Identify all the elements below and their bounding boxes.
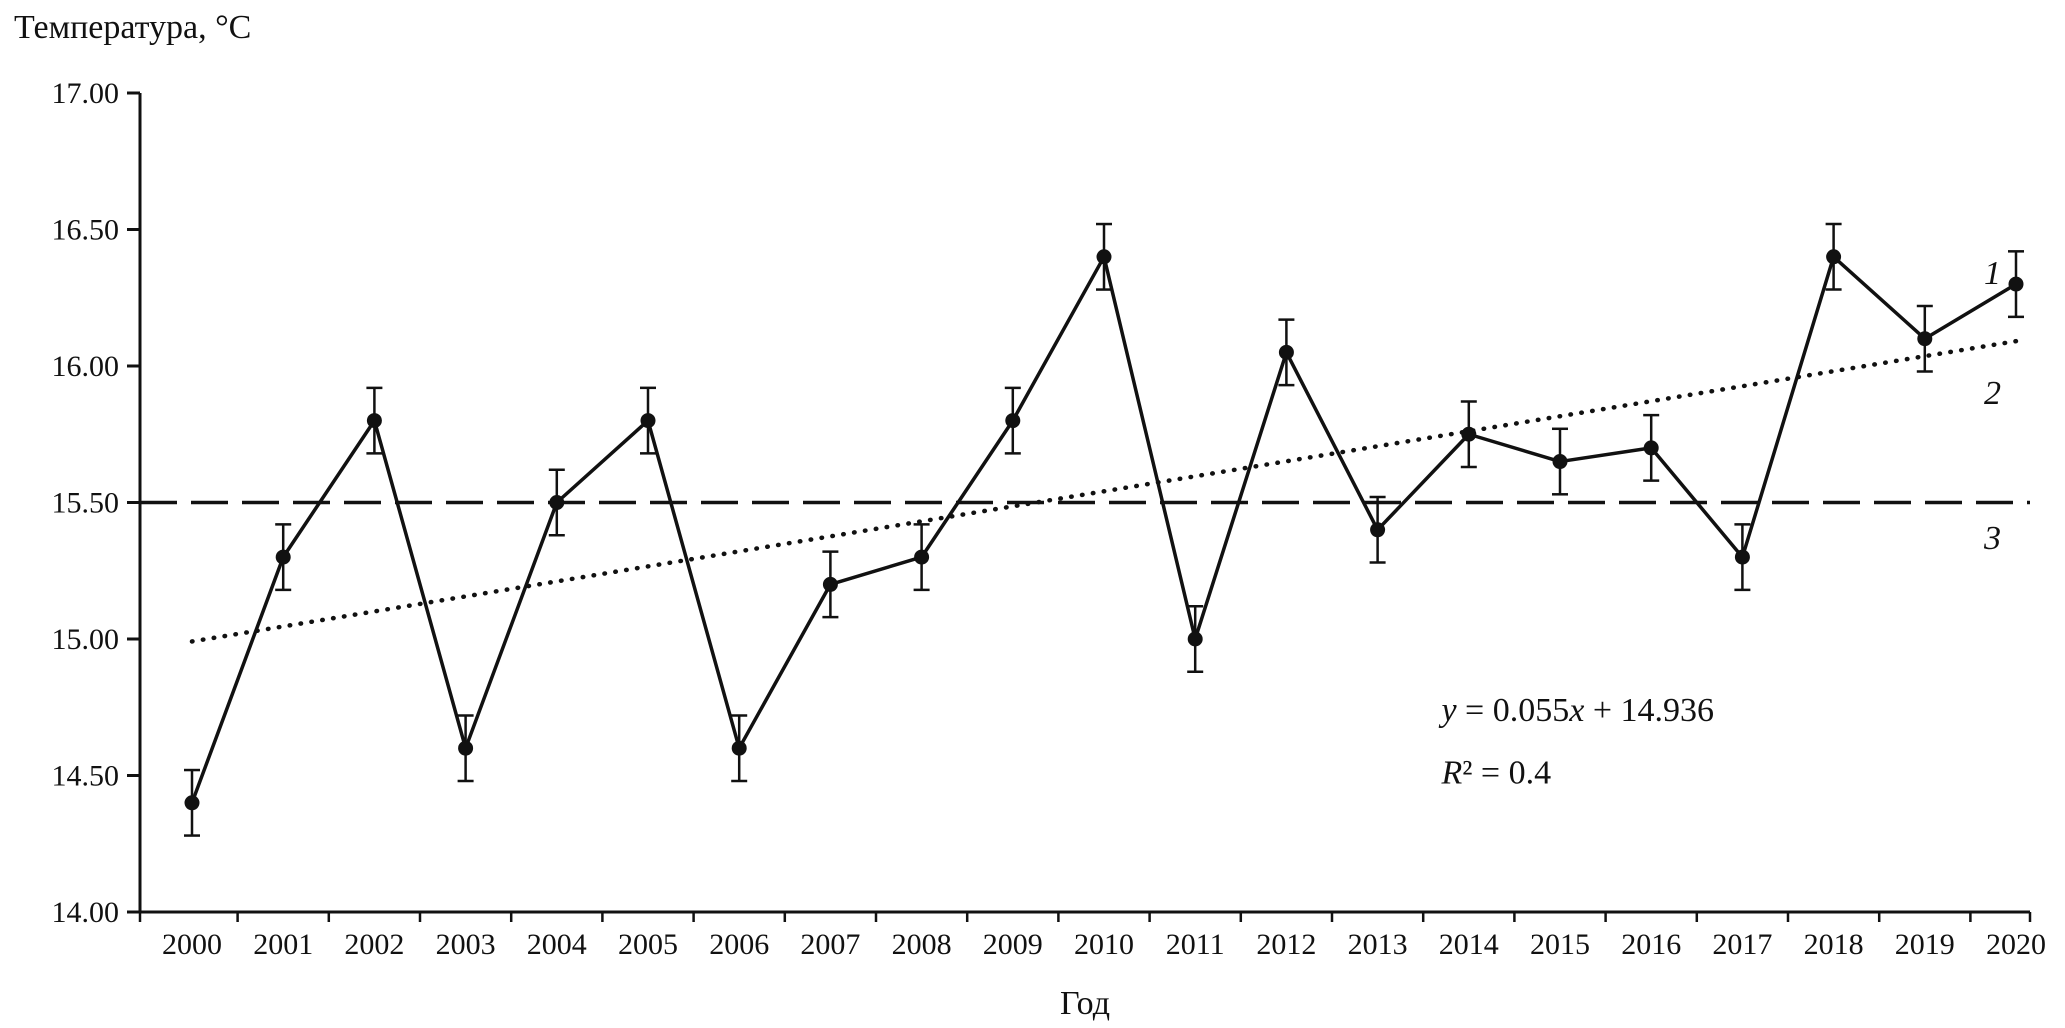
x-tick-label: 2003 bbox=[436, 928, 496, 961]
series-label-mean-line: 3 bbox=[1983, 520, 2001, 557]
y-tick-label: 16.50 bbox=[52, 214, 120, 247]
data-point-marker bbox=[1187, 631, 1203, 647]
x-tick-label: 2011 bbox=[1166, 928, 1225, 961]
data-point-marker bbox=[458, 740, 474, 756]
x-tick-label: 2010 bbox=[1074, 928, 1134, 961]
trend-annotation: y = 0.055x + 14.936 R² = 0.4 bbox=[1438, 692, 1714, 792]
data-point-marker bbox=[1826, 249, 1842, 265]
trend-line-series bbox=[189, 338, 2019, 644]
y-tick-label: 17.00 bbox=[52, 77, 120, 110]
data-point-marker bbox=[1461, 426, 1477, 442]
data-point-marker bbox=[731, 740, 747, 756]
data-point-marker bbox=[640, 413, 656, 429]
x-tick-label: 2013 bbox=[1348, 928, 1408, 961]
data-point-marker bbox=[275, 549, 291, 565]
x-tick-label: 2002 bbox=[344, 928, 404, 961]
data-point-marker bbox=[1552, 454, 1568, 470]
series-label-linear-trend: 2 bbox=[1984, 375, 2001, 412]
data-point-marker bbox=[822, 576, 838, 592]
x-tick-label: 2005 bbox=[618, 928, 678, 961]
data-point-marker bbox=[1278, 344, 1294, 360]
trend-equation: y = 0.055x + 14.936 bbox=[1438, 692, 1714, 729]
data-point-marker bbox=[1005, 413, 1021, 429]
x-tick-label: 2020 bbox=[1986, 928, 2046, 961]
data-point-marker bbox=[1643, 440, 1659, 456]
data-point-marker bbox=[1917, 331, 1933, 347]
data-point-marker bbox=[1734, 549, 1750, 565]
y-tick-label: 15.50 bbox=[52, 487, 120, 520]
x-axis-ticks: 2000 2001 2002 2003 2004 2005 2006 2007 2008 2009… bbox=[138, 912, 2046, 961]
x-tick-label: 2000 bbox=[162, 928, 222, 961]
trend-r-squared: R² = 0.4 bbox=[1440, 755, 1551, 792]
y-tick-label: 14.50 bbox=[52, 760, 120, 793]
data-point-marker bbox=[1096, 249, 1112, 265]
x-tick-label: 2019 bbox=[1895, 928, 1955, 961]
x-tick-label: 2009 bbox=[983, 928, 1043, 961]
x-tick-label: 2012 bbox=[1256, 928, 1316, 961]
y-tick-label: 14.00 bbox=[52, 896, 120, 929]
y-axis-ticks: 14.00 14.50 15.00 15.50 16.00 16.50 17.00 bbox=[52, 77, 140, 929]
x-tick-label: 2017 bbox=[1712, 928, 1772, 961]
x-tick-label: 2006 bbox=[709, 928, 769, 961]
x-tick-label: 2008 bbox=[892, 928, 952, 961]
x-tick-label: 2015 bbox=[1530, 928, 1590, 961]
y-tick-label: 15.00 bbox=[52, 623, 120, 656]
data-point-marker bbox=[2008, 276, 2024, 292]
temperature-series bbox=[184, 249, 2024, 811]
x-tick-label: 2018 bbox=[1804, 928, 1864, 961]
x-tick-label: 2004 bbox=[527, 928, 587, 961]
data-point-marker bbox=[549, 495, 565, 510]
x-tick-label: 2016 bbox=[1621, 928, 1681, 961]
data-point-marker bbox=[366, 413, 382, 429]
x-tick-label: 2014 bbox=[1439, 928, 1499, 961]
y-axis-title: Температура, °C bbox=[14, 9, 251, 46]
x-axis-title: Год bbox=[1060, 985, 1110, 1022]
data-point-marker bbox=[184, 795, 200, 811]
x-tick-label: 2007 bbox=[800, 928, 860, 961]
x-tick-label: 2001 bbox=[253, 928, 313, 961]
series-label-temperature: 1 bbox=[1984, 255, 2001, 292]
data-point-marker bbox=[1370, 522, 1386, 538]
data-point-marker bbox=[914, 549, 930, 565]
series-labels: 1 2 3 bbox=[1983, 255, 2001, 557]
trend-dotted-line bbox=[189, 338, 2019, 644]
y-tick-label: 16.00 bbox=[52, 350, 120, 383]
